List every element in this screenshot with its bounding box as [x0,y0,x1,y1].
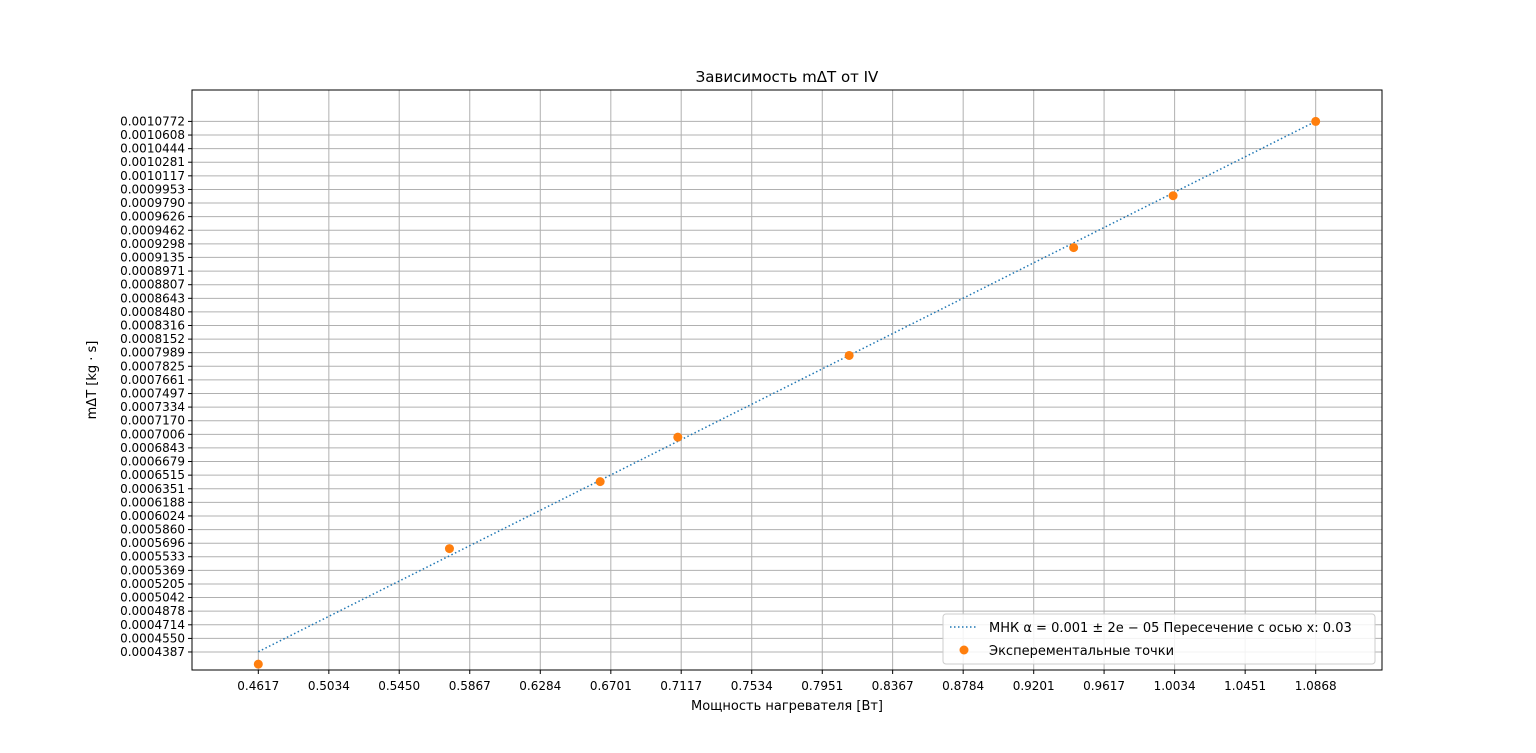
x-tick-label: 0.5034 [308,679,350,693]
data-point [1311,116,1321,126]
data-point [253,659,263,669]
y-tick-label: 0.0007334 [120,400,185,414]
y-tick-label: 0.0008807 [120,278,185,292]
y-tick-label: 0.0009462 [120,223,185,237]
fit-line [257,120,1317,653]
chart-title: Зависимость mΔT от IV [696,68,879,86]
data-point [1069,243,1079,253]
x-tick-label: 0.6284 [519,679,561,693]
y-tick-label: 0.0009298 [120,237,185,251]
y-tick-label: 0.0004878 [120,604,185,618]
y-tick-label: 0.0007989 [120,346,185,360]
y-tick-label: 0.0008480 [120,305,185,319]
x-axis: 0.4617 0.5034 0.5450 0.5867 0.6284 0.6701 0.71… [237,670,1337,693]
x-tick-label: 0.5450 [378,679,420,693]
y-tick-label: 0.0005696 [120,536,185,550]
y-tick-label: 0.0009626 [120,210,185,224]
y-tick-label: 0.0010281 [120,155,185,169]
x-axis-label: Мощность нагревателя [Вт] [691,699,883,714]
y-tick-label: 0.0006024 [120,509,185,523]
data-point [595,477,605,487]
y-tick-label: 0.0009790 [120,196,185,210]
x-tick-label: 0.8784 [942,679,984,693]
x-tick-label: 1.0868 [1295,679,1337,693]
y-axis: 0.00043870.00045500.00047140.00048780.00… [120,114,192,659]
x-tick-label: 0.7117 [660,679,702,693]
x-tick-label: 0.5867 [449,679,491,693]
y-tick-label: 0.0008316 [120,318,185,332]
x-tick-label: 0.9617 [1083,679,1125,693]
y-tick-label: 0.0009135 [120,250,185,264]
y-tick-label: 0.0010608 [120,128,185,142]
legend: МНК α = 0.001 ± 2e − 05 Пересечение с ос… [942,613,1376,665]
data-point [1168,191,1178,201]
x-tick-label: 1.0451 [1224,679,1266,693]
grid [192,90,1382,670]
y-tick-label: 0.0006351 [120,482,185,496]
y-tick-label: 0.0005533 [120,550,185,564]
y-tick-label: 0.0010117 [120,169,185,183]
data-point [844,350,854,360]
x-tick-label: 0.7951 [801,679,843,693]
y-tick-label: 0.0007170 [120,414,185,428]
y-tick-label: 0.0008971 [120,264,185,278]
y-tick-label: 0.0005860 [120,523,185,537]
x-tick-label: 0.6701 [590,679,632,693]
y-tick-label: 0.0010444 [120,142,185,156]
y-tick-label: 0.0007006 [120,427,185,441]
legend-label-points: Эксперементальные точки [989,644,1174,659]
legend-box [942,613,1376,665]
y-tick-label: 0.0004387 [120,645,185,659]
y-tick-label: 0.0010772 [120,114,185,128]
x-tick-label: 0.9201 [1013,679,1055,693]
y-tick-label: 0.0004714 [120,618,185,632]
x-tick-label: 0.4617 [237,679,279,693]
y-tick-label: 0.0008643 [120,291,185,305]
y-tick-label: 0.0006515 [120,468,185,482]
y-tick-label: 0.0008152 [120,332,185,346]
data-point [673,432,683,442]
legend-point-marker [959,645,969,655]
y-tick-label: 0.0005369 [120,563,185,577]
data-point [444,544,454,554]
y-tick-label: 0.0004550 [120,631,185,645]
y-tick-label: 0.0006843 [120,441,185,455]
y-tick-label: 0.0007825 [120,359,185,373]
legend-label-fit: МНК α = 0.001 ± 2e − 05 Пересечение с ос… [989,621,1352,636]
y-tick-label: 0.0006188 [120,495,185,509]
y-tick-label: 0.0007661 [120,373,185,387]
y-tick-label: 0.0007497 [120,387,185,401]
y-axis-label: mΔT [kg · s] [85,341,100,420]
x-tick-label: 1.0034 [1154,679,1196,693]
x-tick-label: 0.7534 [731,679,773,693]
series-layer [253,116,1321,669]
y-tick-label: 0.0006679 [120,455,185,469]
y-tick-label: 0.0005205 [120,577,185,591]
y-tick-label: 0.0005042 [120,591,185,605]
y-tick-label: 0.0009953 [120,182,185,196]
x-tick-label: 0.8367 [872,679,914,693]
